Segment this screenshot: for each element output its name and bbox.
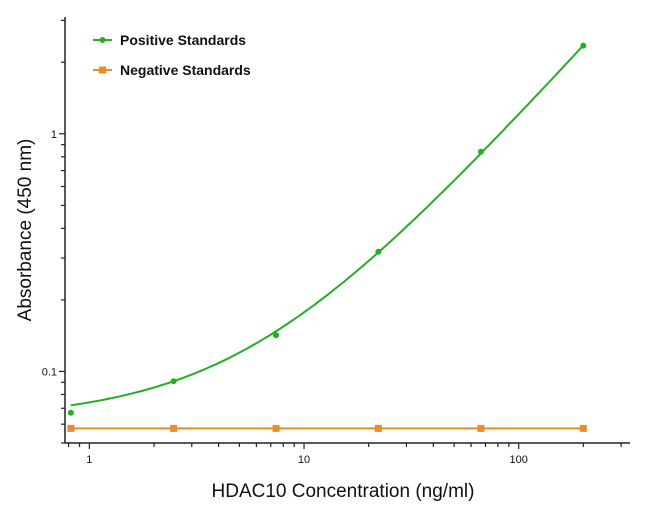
data-point [374,424,382,432]
series-positive [67,42,587,416]
data-point [579,424,587,432]
legend-marker [99,66,106,74]
data-point [477,148,484,155]
legend: Positive Standards Negative Standards [93,32,251,78]
legend-marker [99,37,106,43]
data-point [580,42,587,49]
legend-label: Positive Standards [120,32,246,48]
x-tick-label: 1 [86,454,92,466]
data-point [477,424,485,432]
series-line [70,44,585,407]
data-point [375,248,382,255]
data-point [67,409,74,416]
marks [67,42,587,432]
data-point [170,424,178,432]
axes: 1 10 100 0.1 1 [42,17,630,466]
y-tick-label: 1 [51,129,57,141]
y-axis-label: Absorbance (450 nm) [15,139,36,322]
x-tick-label: 10 [298,454,310,466]
y-tick-label: 0.1 [42,366,57,378]
data-point [272,424,280,432]
data-point [67,424,75,432]
x-axis-label: HDAC10 Concentration (ng/ml) [212,481,475,502]
data-point [170,378,177,385]
data-point [273,332,280,339]
legend-label: Negative Standards [120,62,251,78]
x-tick-label: 100 [510,454,528,466]
series-negative [67,424,587,432]
